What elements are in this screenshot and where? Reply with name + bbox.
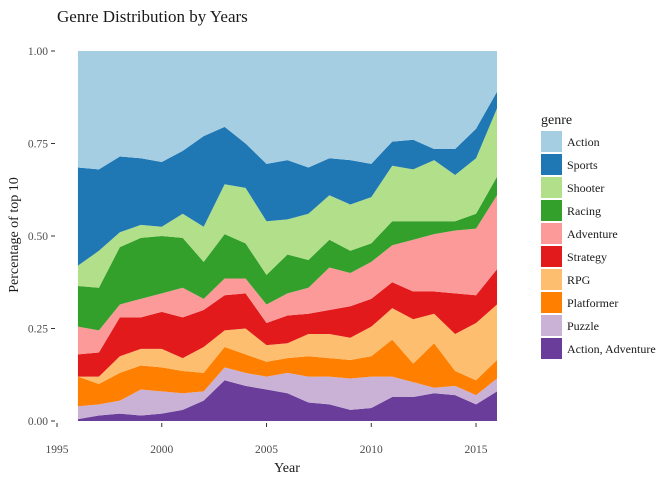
x-tick-label: 2015 [465,444,488,456]
y-tick-label: 0.75 [28,139,48,151]
legend-label-rpg: RPG [567,273,591,287]
y-axis-title: Percentage of top 10 [7,177,22,292]
legend-swatch-strategy [541,246,562,267]
x-tick-label: 2000 [150,444,173,456]
y-tick-label: 0.00 [28,416,48,428]
legend-swatch-adventure [541,223,562,244]
area-racing [77,176,497,331]
stacked-areas [77,51,497,421]
legend-swatch-shooter [541,177,562,198]
legend: genre Action Sports Shooter Racing Adventure… [541,113,656,359]
x-axis: 1995 2000 2005 2010 2015 [46,423,488,456]
area-action-adventure [77,380,497,421]
area-puzzle [77,367,497,420]
legend-swatch-sports [541,154,562,175]
legend-label-platformer: Platformer [567,296,618,310]
legend-title: genre [541,113,572,128]
legend-swatch-action-adventure [541,338,562,359]
y-tick-label: 0.25 [28,324,48,336]
area-action [77,51,497,170]
y-tick-label: 0.50 [28,231,48,243]
x-tick-label: 2005 [255,444,278,456]
legend-label-adventure: Adventure [567,227,618,241]
legend-label-sports: Sports [567,158,598,172]
area-shooter [77,108,497,288]
legend-swatch-rpg [541,269,562,290]
legend-label-racing: Racing [567,204,601,218]
chart-title: Genre Distribution by Years [57,7,248,26]
area-adventure [77,195,497,355]
area-rpg [77,304,497,384]
x-axis-title: Year [274,461,300,476]
y-axis: 0.00 0.25 0.50 0.75 1.00 [28,46,55,428]
legend-swatch-puzzle [541,315,562,336]
area-sports [77,91,497,266]
legend-swatch-action [541,131,562,152]
x-tick-label: 1995 [46,444,69,456]
area-strategy [77,269,497,377]
legend-swatch-platformer [541,292,562,313]
legend-label-puzzle: Puzzle [567,319,599,333]
legend-label-shooter: Shooter [567,181,604,195]
legend-swatch-racing [541,200,562,221]
area-platformer [77,339,497,407]
legend-label-action-adventure: Action, Adventure [567,342,656,356]
y-tick-label: 1.00 [28,46,48,58]
legend-label-strategy: Strategy [567,250,607,264]
x-tick-label: 2010 [360,444,383,456]
legend-label-action: Action [567,135,600,149]
